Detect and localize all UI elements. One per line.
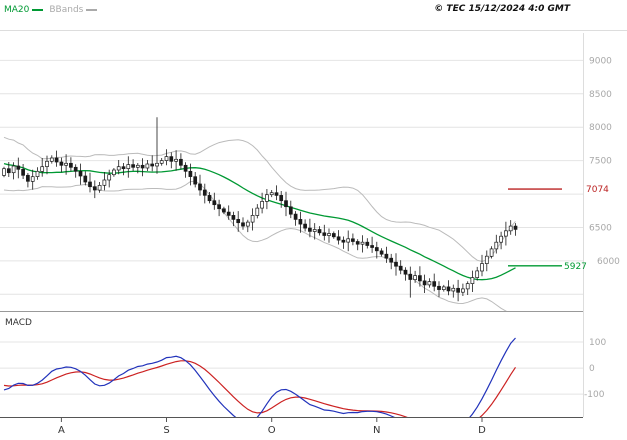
ma20-line xyxy=(3,162,516,281)
macd-axis-labels: 100 0 -100 xyxy=(584,338,606,400)
macd-gridlines xyxy=(0,341,583,395)
candlesticks xyxy=(2,117,518,302)
price-tick-label: 8000 xyxy=(589,123,612,133)
chart-legend: MA20 BBands xyxy=(4,5,98,15)
bbands-legend-label: BBands xyxy=(49,5,84,15)
month-label: O xyxy=(268,425,276,436)
support-5927-label: 5927 xyxy=(564,262,587,272)
legend-item-bbands: BBands xyxy=(49,5,98,15)
macd-tick-label: 100 xyxy=(589,338,606,348)
macd-tick-label: -100 xyxy=(584,390,605,400)
macd-signal-line xyxy=(3,360,517,417)
price-tick-label: 9000 xyxy=(589,56,612,66)
resistance-7074-label: 7074 xyxy=(586,185,609,195)
bollinger-upper-line xyxy=(3,136,516,263)
price-tick-label: 8500 xyxy=(589,90,612,100)
copyright-text: © TEC 15/12/2024 4:0 GMT xyxy=(434,4,570,14)
price-tick-label: 7500 xyxy=(589,157,612,167)
legend-item-ma20: MA20 xyxy=(4,5,44,15)
panel-borders xyxy=(0,30,627,418)
month-label: D xyxy=(478,425,486,436)
price-tick-label: 6000 xyxy=(597,257,620,267)
price-axis-labels: 9000 8500 8000 7500 6500 6000 xyxy=(589,56,620,267)
ma20-legend-label: MA20 xyxy=(4,5,30,15)
month-label: S xyxy=(163,425,169,436)
bbands-line-swatch xyxy=(86,9,98,11)
main-gridlines xyxy=(0,59,583,295)
ma20-line-swatch xyxy=(32,9,44,11)
macd-line xyxy=(3,337,516,417)
price-tick-label: 6500 xyxy=(589,224,612,234)
macd-tick-label: 0 xyxy=(589,364,595,374)
month-label: A xyxy=(58,425,65,436)
macd-panel-label: MACD xyxy=(5,318,32,328)
month-label: N xyxy=(373,425,380,436)
